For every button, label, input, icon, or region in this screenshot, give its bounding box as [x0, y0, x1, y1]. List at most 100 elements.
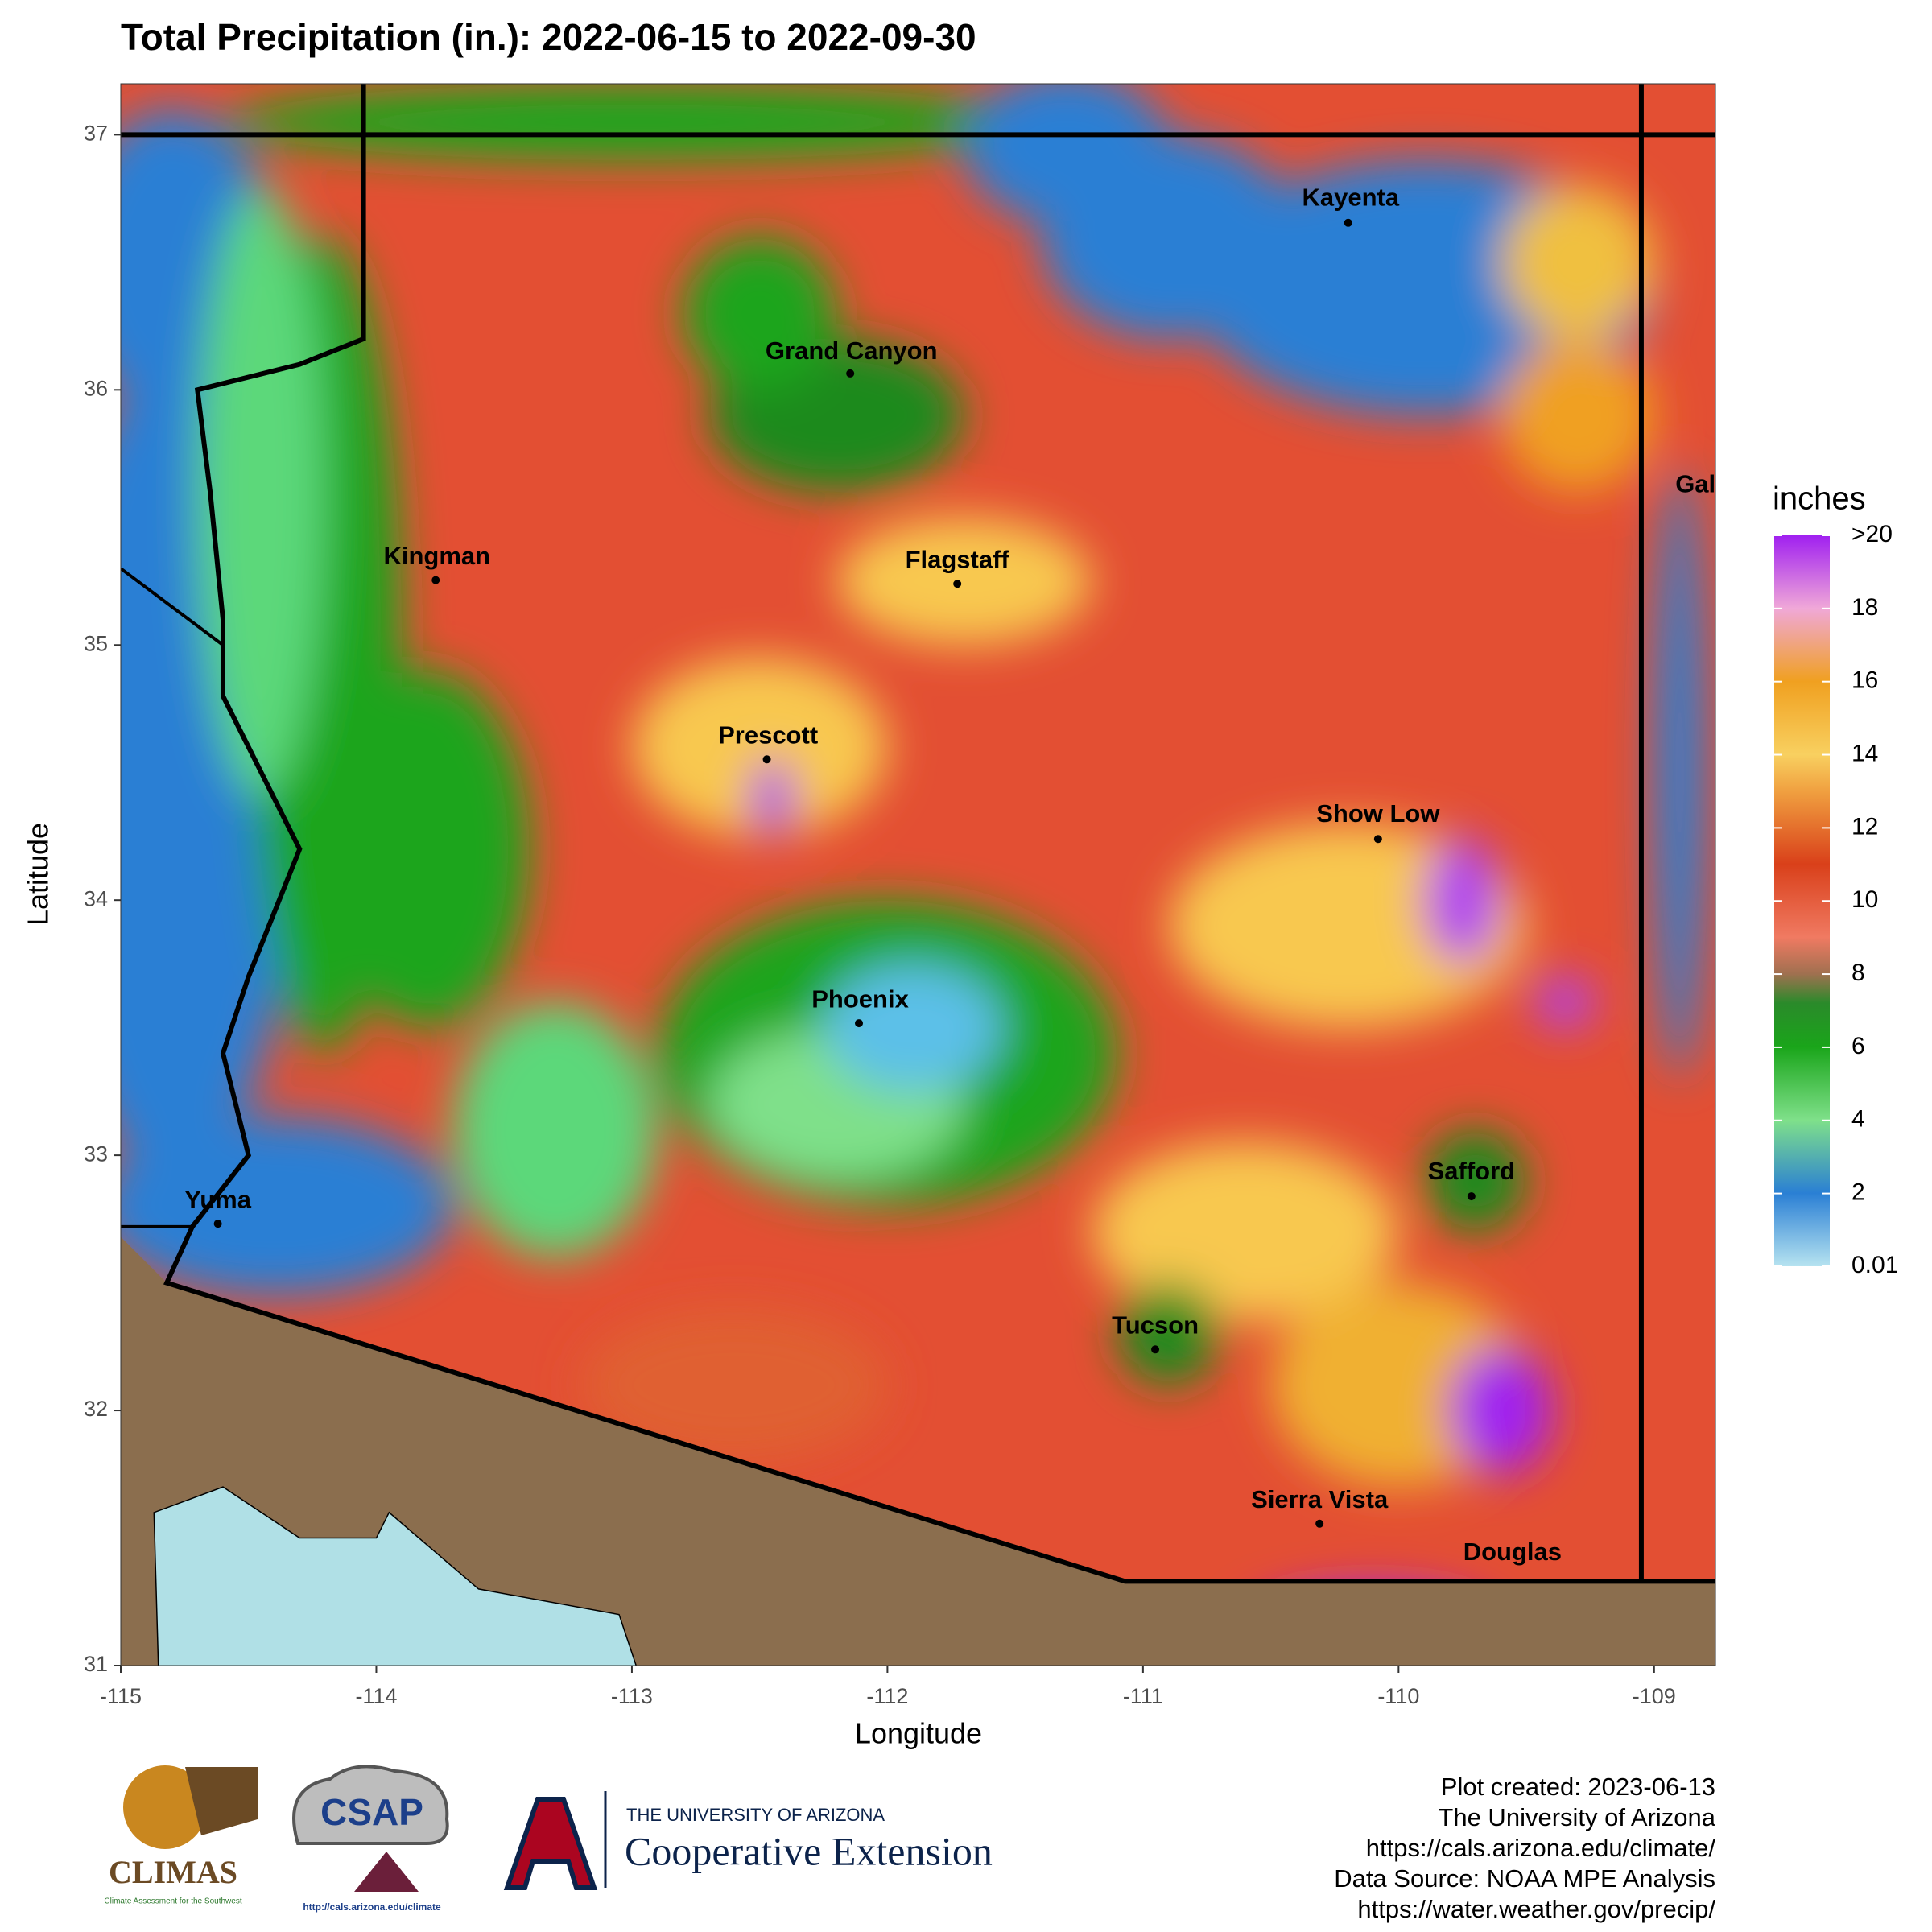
precip-blob	[580, 1308, 888, 1462]
ua-logo	[503, 1797, 598, 1890]
place-dot	[846, 369, 855, 378]
place-dot	[1373, 835, 1382, 844]
precip-blob	[632, 658, 888, 836]
place-label: Show Low	[1316, 799, 1440, 828]
legend-tick-label: 4	[1852, 1106, 1865, 1133]
mexico	[121, 1236, 1715, 1666]
precip-field	[121, 84, 1706, 1666]
place-dot	[1344, 218, 1352, 227]
place-label: Douglas	[1463, 1538, 1562, 1566]
precip-blob	[452, 1001, 658, 1257]
csap-cloud	[292, 1765, 449, 1845]
csap-mountain	[354, 1852, 419, 1892]
precip-blob	[683, 237, 836, 390]
place-label: Sierra Vista	[1251, 1485, 1389, 1513]
x-tick-label: -111	[1123, 1684, 1163, 1708]
footer-line: The University of Arizona	[1438, 1803, 1715, 1831]
place-label: Grand Canyon	[766, 336, 938, 365]
x-tick-label: -115	[100, 1684, 142, 1708]
precip-blob	[1534, 976, 1596, 1028]
legend-tick-label: 2	[1852, 1179, 1865, 1206]
place-dot	[1315, 1519, 1324, 1528]
y-tick-label: 33	[84, 1141, 108, 1166]
x-tick-label: -114	[355, 1684, 397, 1708]
precip-blob	[325, 670, 530, 1028]
coop-name: Cooperative Extension	[625, 1828, 993, 1873]
csap-url: http://cals.arizona.edu/climate	[303, 1901, 441, 1913]
place-dot	[213, 1220, 222, 1228]
place-label: Phoenix	[811, 985, 909, 1013]
place-dot	[431, 576, 440, 584]
precip-blob	[752, 759, 793, 836]
y-tick-label: 35	[84, 631, 108, 655]
place-label: Prescott	[718, 721, 818, 749]
panel-border	[120, 83, 1716, 1666]
logos: CLIMAS Climate Assessment for the Southw…	[104, 1765, 993, 1913]
precip-blob	[1501, 185, 1654, 339]
place-dot	[762, 755, 771, 764]
precip-blob	[964, 84, 1169, 225]
legend-tick-label: 16	[1852, 667, 1878, 694]
place-label: Gal	[1675, 469, 1715, 497]
place-label: Kingman	[383, 542, 490, 570]
place-label: Yuma	[184, 1185, 251, 1213]
place-label: Flagstaff	[906, 546, 1010, 574]
precip-blob	[223, 84, 1040, 161]
precip-blob	[1449, 1346, 1552, 1475]
legend-tick-label: 8	[1852, 960, 1865, 986]
place-dot	[855, 1019, 864, 1028]
climas-name: CLIMAS	[109, 1854, 237, 1890]
x-axis-label: Longitude	[855, 1717, 982, 1750]
place-dot	[953, 580, 962, 588]
legend-tick-label: 10	[1852, 886, 1878, 913]
colorbar	[1774, 535, 1830, 1266]
footer-line: https://cals.arizona.edu/climate/	[1366, 1834, 1716, 1862]
map-panel: Kayenta Grand Canyon Kingman Flagstaff Presc…	[121, 84, 1715, 1666]
x-tick-label: -109	[1633, 1684, 1676, 1708]
precip-blob	[836, 517, 1092, 646]
state-border	[163, 84, 1715, 1584]
climas-logo-shape	[185, 1767, 258, 1835]
y-axis-label: Latitude	[22, 823, 55, 926]
climas-sub: Climate Assessment for the Southwest	[104, 1897, 242, 1906]
y-tick-label: 32	[84, 1397, 108, 1421]
ua-name: THE UNIVERSITY OF ARIZONA	[626, 1805, 885, 1825]
legend-tick-label: 14	[1852, 740, 1878, 766]
precip-blob	[1653, 466, 1706, 1080]
precip-blob	[824, 964, 1003, 1092]
climas-logo	[123, 1765, 207, 1849]
x-tick-label: -113	[611, 1684, 653, 1708]
precip-blob	[197, 185, 325, 799]
legend-tick-label: 6	[1852, 1033, 1865, 1059]
footer-line: Plot created: 2023-06-13	[1441, 1773, 1715, 1801]
precip-blob	[1424, 1129, 1526, 1232]
legend-tick-label: 12	[1852, 813, 1878, 840]
place-label: Tucson	[1112, 1311, 1199, 1340]
precip-blob	[1092, 1142, 1399, 1322]
y-tick-label: 37	[84, 122, 108, 146]
state-border	[121, 567, 225, 646]
x-tick-label: -110	[1377, 1684, 1419, 1708]
geography: Kayenta Grand Canyon Kingman Flagstaff Presc…	[121, 84, 1715, 1666]
legend-title: inches	[1773, 481, 1866, 517]
footer-line: Data Source: NOAA MPE Analysis	[1334, 1864, 1715, 1893]
gulf	[153, 1486, 638, 1666]
footer-line: https://water.weather.gov/precip/	[1357, 1895, 1715, 1923]
x-tick-label: -112	[866, 1684, 908, 1708]
y-tick-label: 36	[84, 376, 108, 400]
precip-blob	[1424, 836, 1501, 964]
csap-name: CSAP	[320, 1791, 423, 1833]
legend-tick-label: 18	[1852, 594, 1878, 621]
place-dot	[1151, 1345, 1160, 1354]
legend-tick-label: 0.01	[1852, 1252, 1898, 1278]
precip-blob	[121, 1117, 453, 1296]
place-dot	[1467, 1192, 1476, 1201]
place-label: Safford	[1428, 1157, 1516, 1185]
chart-title: Total Precipitation (in.): 2022-06-15 to…	[121, 16, 976, 58]
y-tick-label: 34	[84, 886, 108, 910]
precip-blob	[1501, 338, 1654, 493]
legend-tick-label: >20	[1852, 521, 1893, 547]
y-tick-label: 31	[84, 1652, 108, 1676]
